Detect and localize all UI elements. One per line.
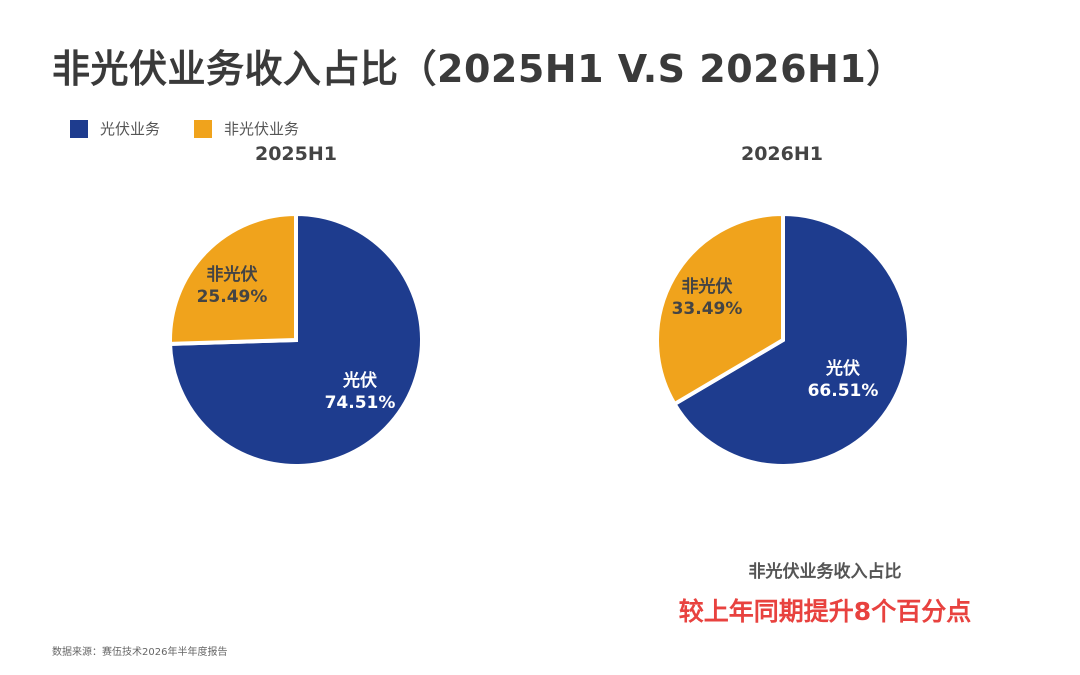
slice-name-non-pv-2025h1: 非光伏	[207, 264, 258, 285]
slice-name-pv-2025h1: 光伏	[342, 370, 377, 391]
pie-slice-non-pv-2026h1	[655, 211, 785, 407]
slice-value-non-pv-2026h1: 33.49%	[672, 299, 743, 319]
pie-slice-pv-2026h1	[671, 211, 911, 468]
slice-name-non-pv-2026h1: 非光伏	[682, 276, 733, 297]
data-source: 数据来源：赛伍技术2026年半年度报告	[52, 647, 228, 658]
legend-swatch-pv	[70, 119, 88, 138]
slice-name-pv-2026h1: 光伏	[825, 358, 860, 379]
annotation-headline: 较上年同期提升8个百分点	[678, 597, 972, 626]
pie-title-2025h1: 2025H1	[254, 143, 337, 165]
pie-slice-non-pv-2025h1	[168, 211, 298, 346]
legend-item-non-pv: 非光伏业务	[194, 118, 299, 139]
annotation-subtitle: 非光伏业务收入占比	[748, 562, 902, 582]
legend-label-pv: 光伏业务	[100, 120, 161, 138]
pie-slice-pv-2025h1	[167, 211, 424, 468]
legend: 光伏业务 非光伏业务	[70, 118, 299, 139]
slice-value-non-pv-2025h1: 25.49%	[197, 287, 268, 307]
slice-value-pv-2025h1: 74.51%	[325, 393, 396, 413]
legend-swatch-non-pv	[194, 119, 213, 138]
chart-title: 非光伏业务收入占比（2025H1 V.S 2026H1）	[52, 47, 905, 91]
legend-label-non-pv: 非光伏业务	[224, 120, 300, 138]
pie-title-2026h1: 2026H1	[740, 143, 823, 165]
legend-item-pv: 光伏业务	[70, 118, 160, 139]
slice-value-pv-2026h1: 66.51%	[808, 381, 879, 401]
